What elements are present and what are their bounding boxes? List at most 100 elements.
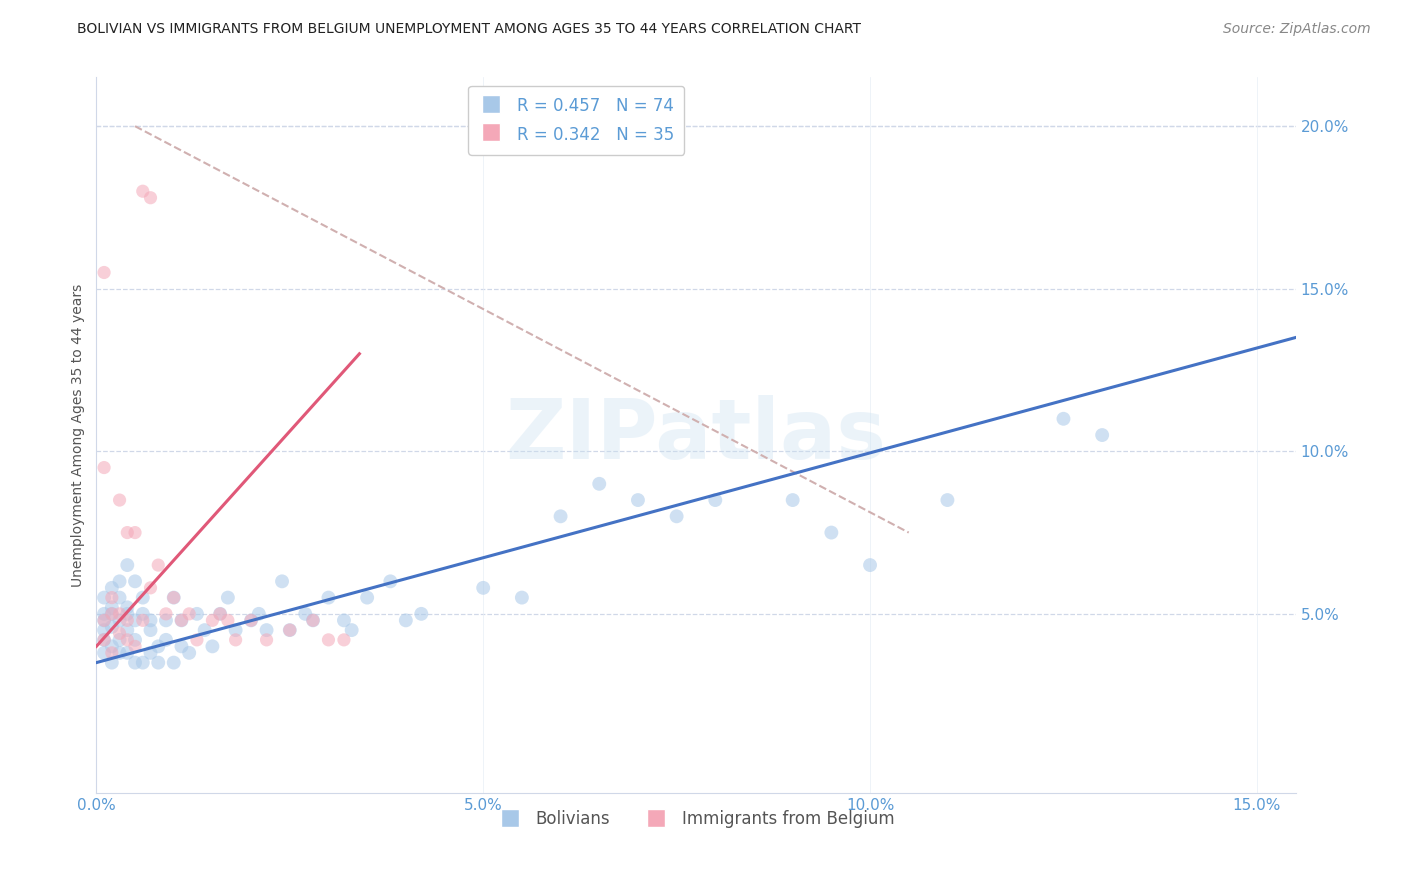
Point — [93, 265, 115, 279]
Point — [101, 640, 124, 654]
Point — [139, 623, 162, 637]
Point — [101, 607, 124, 621]
Point — [318, 591, 340, 605]
Point — [217, 591, 239, 605]
Point — [163, 591, 186, 605]
Point — [278, 623, 301, 637]
Point — [302, 613, 325, 627]
Point — [108, 493, 131, 508]
Point — [108, 646, 131, 660]
Point — [194, 623, 217, 637]
Point — [256, 632, 278, 647]
Point — [1091, 428, 1114, 442]
Point — [782, 493, 804, 508]
Point — [108, 613, 131, 627]
Point — [101, 600, 124, 615]
Point — [93, 646, 115, 660]
Point — [117, 558, 139, 573]
Point — [101, 581, 124, 595]
Point — [132, 607, 155, 621]
Point — [124, 574, 146, 589]
Point — [148, 656, 170, 670]
Text: Source: ZipAtlas.com: Source: ZipAtlas.com — [1223, 22, 1371, 37]
Point — [101, 607, 124, 621]
Point — [117, 525, 139, 540]
Point — [108, 591, 131, 605]
Point — [93, 623, 115, 637]
Point — [93, 632, 115, 647]
Point — [139, 581, 162, 595]
Point — [240, 613, 263, 627]
Point — [93, 613, 115, 627]
Point — [665, 509, 688, 524]
Legend: Bolivians, Immigrants from Belgium: Bolivians, Immigrants from Belgium — [491, 803, 901, 834]
Point — [411, 607, 433, 621]
Point — [217, 613, 239, 627]
Point — [550, 509, 572, 524]
Point — [1052, 411, 1074, 425]
Point — [256, 623, 278, 637]
Point — [139, 191, 162, 205]
Point — [859, 558, 882, 573]
Point — [302, 613, 325, 627]
Point — [139, 646, 162, 660]
Point — [333, 632, 356, 647]
Point — [124, 525, 146, 540]
Point — [278, 623, 301, 637]
Point — [627, 493, 650, 508]
Point — [333, 613, 356, 627]
Point — [209, 607, 232, 621]
Point — [132, 591, 155, 605]
Point — [271, 574, 294, 589]
Point — [132, 656, 155, 670]
Point — [163, 656, 186, 670]
Point — [117, 600, 139, 615]
Point — [155, 613, 177, 627]
Point — [93, 460, 115, 475]
Point — [101, 646, 124, 660]
Point — [318, 632, 340, 647]
Point — [155, 607, 177, 621]
Point — [510, 591, 533, 605]
Point — [132, 613, 155, 627]
Point — [588, 476, 610, 491]
Point — [148, 558, 170, 573]
Point — [124, 613, 146, 627]
Point — [170, 613, 193, 627]
Point — [395, 613, 418, 627]
Point — [294, 607, 316, 621]
Point — [124, 632, 146, 647]
Point — [936, 493, 959, 508]
Point — [186, 632, 208, 647]
Point — [225, 632, 247, 647]
Point — [186, 607, 208, 621]
Point — [101, 620, 124, 634]
Point — [179, 607, 201, 621]
Point — [340, 623, 363, 637]
Point — [93, 632, 115, 647]
Point — [201, 640, 224, 654]
Point — [132, 184, 155, 198]
Point — [380, 574, 402, 589]
Point — [148, 640, 170, 654]
Point — [108, 607, 131, 621]
Point — [225, 623, 247, 637]
Point — [170, 613, 193, 627]
Point — [108, 574, 131, 589]
Point — [170, 640, 193, 654]
Point — [93, 591, 115, 605]
Point — [247, 607, 270, 621]
Point — [108, 632, 131, 647]
Point — [117, 613, 139, 627]
Point — [472, 581, 495, 595]
Point — [108, 626, 131, 640]
Point — [93, 613, 115, 627]
Point — [820, 525, 842, 540]
Point — [704, 493, 727, 508]
Point — [117, 607, 139, 621]
Point — [124, 656, 146, 670]
Text: BOLIVIAN VS IMMIGRANTS FROM BELGIUM UNEMPLOYMENT AMONG AGES 35 TO 44 YEARS CORRE: BOLIVIAN VS IMMIGRANTS FROM BELGIUM UNEM… — [77, 22, 862, 37]
Point — [93, 607, 115, 621]
Point — [201, 613, 224, 627]
Point — [101, 656, 124, 670]
